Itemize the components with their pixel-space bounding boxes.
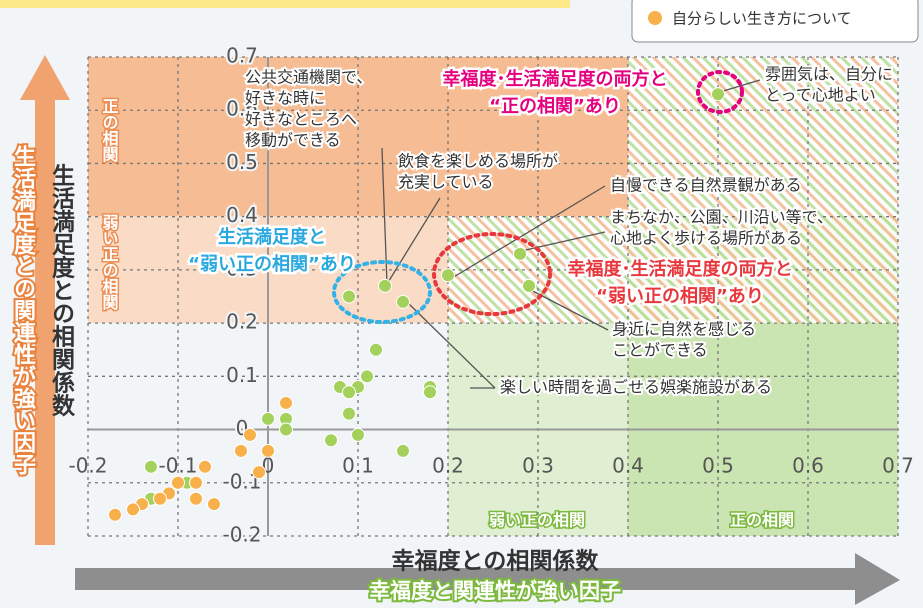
point — [396, 443, 410, 458]
region-label: 正の相関 — [100, 98, 119, 163]
highlight — [332, 260, 432, 324]
decoration — [0, 0, 570, 8]
point — [279, 422, 293, 437]
x-tick-label: -0.1 — [158, 454, 197, 478]
point — [252, 465, 266, 480]
annotation: “弱い正の相関”あり — [596, 286, 764, 307]
legend-marker — [648, 11, 662, 25]
annotation: 雰囲気は、自分に — [765, 65, 893, 84]
point — [351, 427, 365, 442]
annotation: 公共交通機関で、 — [245, 68, 372, 87]
point — [189, 491, 203, 506]
y-tick-label: 0.1 — [226, 363, 258, 387]
point — [360, 369, 374, 384]
annotation: まちなか、公園、川沿い等で、 — [610, 208, 833, 227]
leader-line — [516, 231, 606, 253]
annotation: とって心地よい — [765, 86, 876, 105]
point — [396, 294, 410, 309]
annotation: 充実している — [398, 173, 494, 192]
point — [342, 385, 356, 400]
leader-line — [406, 301, 496, 389]
region-hatch — [628, 57, 898, 216]
point — [171, 475, 185, 490]
leader-line — [381, 147, 388, 285]
point — [234, 443, 248, 458]
legend-box — [631, 0, 919, 43]
point — [342, 406, 356, 421]
y-tick-label: 0.6 — [226, 97, 258, 121]
point — [369, 342, 383, 357]
point — [243, 427, 257, 442]
point — [513, 246, 527, 261]
x-tick-label: 0.7 — [882, 454, 914, 478]
annotation: ことができる — [612, 341, 708, 360]
x-tick-label: 0.2 — [432, 454, 464, 478]
annotation: “正の相関”あり — [489, 96, 621, 117]
annotation: 飲食を楽しめる場所が — [398, 152, 558, 171]
point — [261, 443, 275, 458]
point — [441, 268, 455, 283]
point — [279, 395, 293, 410]
point — [198, 459, 212, 474]
region-label: 弱い正の相関 — [489, 511, 585, 530]
annotation: 幸福度･生活満足度の両方と — [443, 68, 668, 90]
point — [522, 278, 536, 293]
point — [324, 433, 338, 448]
y-axis-title: 生活満足度との相関係数 — [48, 164, 76, 418]
highlight — [696, 70, 744, 114]
leader-line — [386, 197, 441, 285]
x-tick-label: 0.1 — [342, 454, 374, 478]
leader-line — [451, 185, 606, 279]
y-tick-label: 0.4 — [226, 203, 258, 227]
point — [189, 475, 203, 490]
region-label: 正の相関 — [730, 511, 794, 530]
x-arrow — [75, 553, 900, 605]
region-label: 弱い正の相関 — [100, 214, 119, 311]
annotation: 自慢できる自然景観がある — [610, 176, 802, 195]
point — [207, 497, 221, 512]
annotation: 好きな時に — [245, 89, 325, 108]
point — [378, 278, 392, 293]
annotation: 好きなところへ — [245, 110, 357, 129]
leader-line — [524, 286, 609, 331]
annotation: 身近に自然を感じる — [612, 320, 756, 339]
y-arrow — [20, 55, 70, 545]
x-tick-label: 0.5 — [702, 454, 734, 478]
y-axis-subtitle: 生活満足度との関連性が強い因子 — [10, 145, 36, 476]
x-tick-label: 0.6 — [792, 454, 824, 478]
x-tick-label: 0.4 — [612, 454, 644, 478]
y-tick-label: -0.2 — [222, 523, 261, 547]
x-tick-label: 0.3 — [522, 454, 554, 478]
point — [108, 507, 122, 522]
x-axis-subtitle: 幸福度と関連性が強い因子 — [369, 579, 621, 603]
highlight — [432, 232, 552, 316]
point — [423, 385, 437, 400]
x-tick-label: -0.2 — [68, 454, 107, 478]
y-tick-label: 0.7 — [226, 44, 258, 68]
annotation: “弱い正の相関”あり — [188, 254, 356, 275]
legend-label: 自分らしい生き方について — [672, 10, 852, 28]
y-tick-label: 0.3 — [226, 256, 258, 280]
point — [126, 502, 140, 517]
y-tick-label: 0.5 — [226, 150, 258, 174]
y-tick-label: 0.2 — [226, 310, 258, 334]
point — [342, 289, 356, 304]
annotation: 心地よく歩ける場所がある — [610, 229, 802, 248]
annotation: 移動ができる — [245, 131, 341, 150]
annotation: 楽しい時間を過ごせる娯楽施設がある — [500, 378, 772, 397]
point — [144, 459, 158, 474]
annotation: 幸福度･生活満足度の両方と — [568, 258, 793, 280]
point — [153, 491, 167, 506]
point — [711, 87, 725, 102]
x-axis-title: 幸福度との相関係数 — [392, 548, 600, 575]
annotation: 生活満足度と — [218, 226, 326, 248]
point — [261, 411, 275, 426]
